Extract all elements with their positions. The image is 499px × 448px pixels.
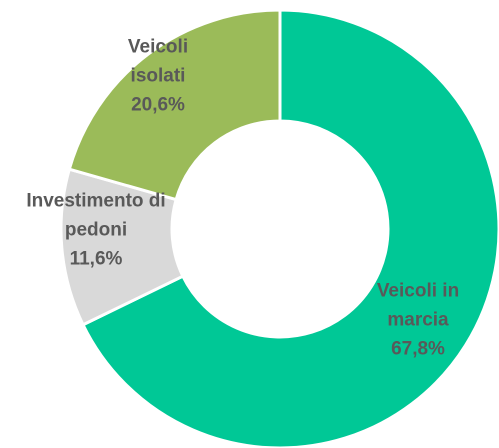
category-label: Veicoli in marcia [376,280,460,331]
slice-label: Veicoli in marcia 67,8% [358,277,478,364]
value-label: 20,6% [131,94,185,116]
category-label: Veicoli isolati [127,36,189,87]
value-label: 67,8% [391,338,445,360]
donut-slice [81,8,499,448]
donut-slice [67,8,282,202]
value-label: 11,6% [69,248,123,270]
category-label: Investimento di pedoni [26,190,166,241]
slice-label: Investimento di pedoni 11,6% [6,187,186,274]
slice-label: Veicoli isolati 20,6% [108,33,208,120]
